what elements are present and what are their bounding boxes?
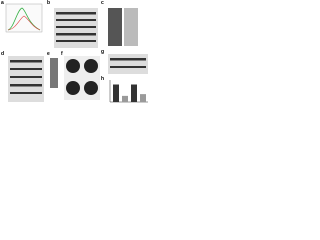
bar (131, 84, 137, 102)
blot-bands (110, 58, 146, 68)
micrographs (64, 56, 100, 100)
panel-label: a (1, 0, 4, 6)
curve (7, 15, 41, 31)
panel-label: e (47, 51, 50, 57)
blot-bands (10, 60, 42, 94)
bar (113, 84, 119, 102)
blot (108, 8, 122, 46)
panel-label: c (101, 0, 104, 6)
panel-label: f (61, 51, 63, 57)
panel-label: h (101, 76, 104, 82)
figure: a b c d e f g h (1, 0, 148, 103)
blot (124, 8, 138, 46)
curve (7, 7, 41, 31)
blot (8, 56, 44, 102)
bar (122, 95, 128, 102)
bars (113, 84, 146, 102)
bar (140, 94, 146, 102)
blot (108, 54, 148, 74)
panel-label: d (1, 51, 4, 57)
panel-label: g (101, 49, 104, 55)
blot-bands (56, 12, 96, 42)
panel-label: b (47, 0, 50, 6)
blot (50, 58, 58, 88)
